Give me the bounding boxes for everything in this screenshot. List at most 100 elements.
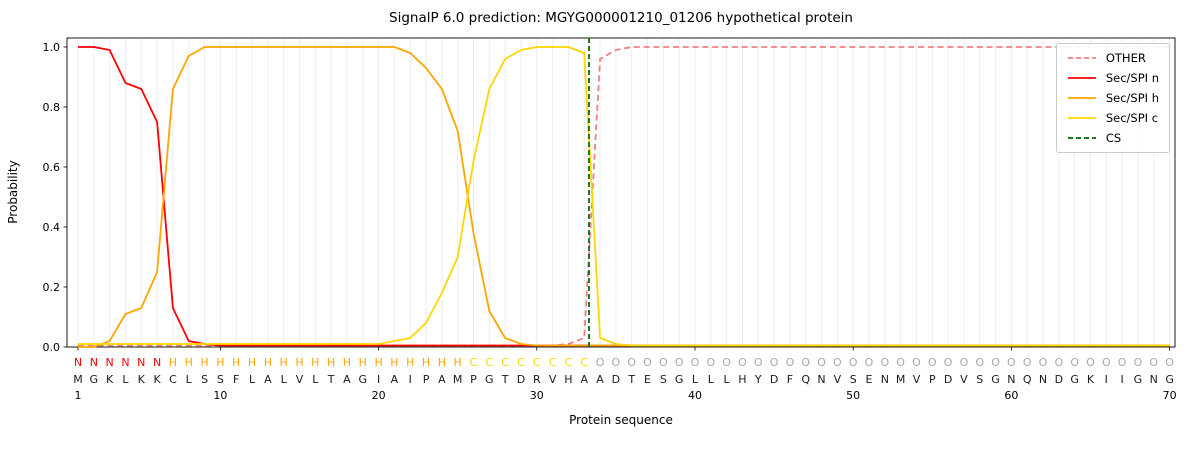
svg-text:V: V xyxy=(960,373,968,386)
svg-text:O: O xyxy=(722,356,731,369)
svg-text:C: C xyxy=(501,356,509,369)
svg-text:L: L xyxy=(186,373,193,386)
svg-text:H: H xyxy=(248,356,256,369)
svg-text:N: N xyxy=(881,373,889,386)
svg-text:O: O xyxy=(1039,356,1048,369)
svg-text:A: A xyxy=(596,373,604,386)
svg-text:N: N xyxy=(137,356,145,369)
sec-spi-c-line-sample xyxy=(1067,117,1096,119)
svg-text:K: K xyxy=(138,373,146,386)
svg-text:1.0: 1.0 xyxy=(43,41,61,54)
svg-text:L: L xyxy=(122,373,129,386)
svg-text:F: F xyxy=(233,373,239,386)
series-sec-spi-h xyxy=(78,46,1170,348)
svg-text:C: C xyxy=(169,373,177,386)
svg-text:O: O xyxy=(960,356,969,369)
x-axis-label: Protein sequence xyxy=(569,413,673,427)
svg-text:H: H xyxy=(264,356,272,369)
plot-border xyxy=(66,37,1176,348)
svg-text:1: 1 xyxy=(75,389,82,402)
svg-text:O: O xyxy=(627,356,636,369)
svg-text:M: M xyxy=(73,373,83,386)
svg-text:0.0: 0.0 xyxy=(43,341,61,354)
svg-text:H: H xyxy=(454,356,462,369)
svg-text:A: A xyxy=(391,373,399,386)
svg-text:N: N xyxy=(106,356,114,369)
svg-text:M: M xyxy=(896,373,906,386)
legend-item-sec-spi-n: Sec/SPI n xyxy=(1067,71,1159,85)
svg-text:I: I xyxy=(377,373,380,386)
svg-text:G: G xyxy=(90,373,99,386)
svg-text:O: O xyxy=(706,356,715,369)
svg-text:A: A xyxy=(264,373,272,386)
svg-text:L: L xyxy=(281,373,288,386)
svg-text:D: D xyxy=(1055,373,1063,386)
cs-line-sample xyxy=(1067,137,1096,139)
svg-text:O: O xyxy=(596,356,605,369)
svg-text:C: C xyxy=(565,356,573,369)
svg-text:T: T xyxy=(627,373,635,386)
svg-text:O: O xyxy=(612,356,621,369)
svg-text:V: V xyxy=(913,373,921,386)
y-axis: 0.0 0.2 0.4 0.6 0.8 1.0 xyxy=(43,41,67,354)
svg-text:C: C xyxy=(533,356,541,369)
legend-label-cs: CS xyxy=(1105,131,1122,145)
svg-text:G: G xyxy=(358,373,367,386)
chart-title: SignalP 6.0 prediction: MGYG000001210_01… xyxy=(389,10,853,26)
svg-text:O: O xyxy=(1102,356,1111,369)
svg-text:O: O xyxy=(912,356,921,369)
svg-text:H: H xyxy=(359,356,367,369)
svg-text:I: I xyxy=(1120,373,1123,386)
svg-text:G: G xyxy=(991,373,1000,386)
svg-text:O: O xyxy=(1007,356,1016,369)
svg-text:L: L xyxy=(708,373,715,386)
svg-text:O: O xyxy=(770,356,779,369)
svg-text:H: H xyxy=(327,356,335,369)
svg-text:I: I xyxy=(409,373,412,386)
svg-text:O: O xyxy=(865,356,874,369)
svg-text:0.8: 0.8 xyxy=(43,101,61,114)
svg-text:O: O xyxy=(691,356,700,369)
svg-text:0.4: 0.4 xyxy=(43,221,61,234)
svg-text:K: K xyxy=(153,373,161,386)
svg-text:D: D xyxy=(944,373,952,386)
svg-text:M: M xyxy=(453,373,463,386)
svg-text:D: D xyxy=(770,373,778,386)
svg-text:O: O xyxy=(801,356,810,369)
svg-text:O: O xyxy=(849,356,858,369)
svg-text:O: O xyxy=(675,356,684,369)
svg-text:H: H xyxy=(216,356,224,369)
svg-text:C: C xyxy=(470,356,478,369)
svg-text:60: 60 xyxy=(1004,389,1018,402)
svg-text:G: G xyxy=(1070,373,1079,386)
svg-text:E: E xyxy=(644,373,651,386)
svg-text:P: P xyxy=(929,373,936,386)
svg-text:N: N xyxy=(1150,373,1158,386)
svg-text:I: I xyxy=(1105,373,1108,386)
svg-text:G: G xyxy=(1165,373,1174,386)
svg-text:Q: Q xyxy=(1023,373,1032,386)
svg-text:H: H xyxy=(438,356,446,369)
svg-text:C: C xyxy=(549,356,557,369)
x-axis: 1 10 20 30 40 50 60 70 xyxy=(75,347,1177,402)
svg-text:V: V xyxy=(296,373,304,386)
svg-text:O: O xyxy=(754,356,763,369)
svg-text:A: A xyxy=(438,373,446,386)
svg-text:O: O xyxy=(643,356,652,369)
svg-text:D: D xyxy=(517,373,525,386)
svg-text:H: H xyxy=(200,356,208,369)
svg-text:O: O xyxy=(1165,356,1174,369)
svg-text:K: K xyxy=(1087,373,1095,386)
svg-text:O: O xyxy=(944,356,953,369)
svg-text:C: C xyxy=(485,356,493,369)
svg-text:N: N xyxy=(153,356,161,369)
gridlines xyxy=(77,38,1171,347)
series-sec-spi-c xyxy=(78,46,1170,347)
svg-text:G: G xyxy=(485,373,494,386)
svg-text:H: H xyxy=(422,356,430,369)
svg-text:H: H xyxy=(185,356,193,369)
svg-text:O: O xyxy=(1055,356,1064,369)
svg-text:K: K xyxy=(106,373,114,386)
